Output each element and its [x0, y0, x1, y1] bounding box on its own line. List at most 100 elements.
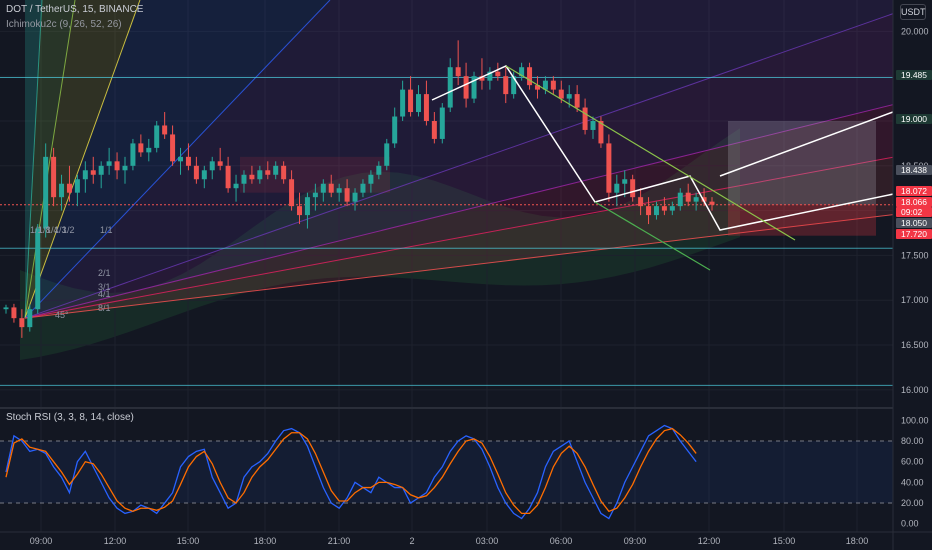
indicator-legend[interactable]: Ichimoku2c (9, 26, 52, 26): [6, 19, 122, 30]
candle-body: [209, 161, 215, 171]
candle-body: [312, 192, 318, 198]
candle-body: [122, 165, 128, 171]
candle-body: [154, 125, 160, 148]
channel-lower: [594, 201, 711, 271]
candle-body: [114, 161, 120, 171]
candle-body: [225, 165, 231, 189]
time-tick-label: 2: [409, 536, 414, 546]
gann-fan-drawing[interactable]: [24, 0, 932, 319]
candle-body: [653, 206, 659, 216]
candle-body: [106, 161, 112, 166]
time-tick-label: 12:00: [698, 536, 721, 546]
horizontal-lines[interactable]: [0, 77, 893, 386]
candle-body: [542, 80, 548, 90]
candle-body: [90, 170, 96, 175]
pattern-drawing[interactable]: [431, 65, 932, 271]
price-tick-label: 17.000: [901, 295, 929, 305]
gann-fan-line: [24, 94, 932, 319]
candle-body: [193, 165, 199, 180]
price-tick-label: 16.500: [901, 340, 929, 350]
price-label-bg: [896, 186, 932, 196]
candle-body: [304, 197, 310, 216]
time-tick-label: 03:00: [476, 536, 499, 546]
candle-body: [130, 143, 136, 166]
candle-body: [138, 143, 144, 153]
candle-body: [98, 165, 104, 175]
rsi-tick-label: 100.00: [901, 415, 929, 425]
candle-body: [11, 307, 17, 319]
position-boxes[interactable]: [240, 120, 876, 236]
time-tick-label: 18:00: [254, 536, 277, 546]
candle-body: [162, 125, 168, 135]
candle-body: [431, 120, 437, 139]
candle-body: [66, 183, 72, 193]
candle-body: [273, 165, 279, 175]
gann-fan-sector: [25, 0, 932, 319]
currency-badge[interactable]: USDT: [900, 4, 926, 20]
price-tick-label: 16.000: [901, 385, 929, 395]
price-label-text: 18.050: [901, 218, 927, 228]
candle-body: [566, 94, 572, 99]
rsi-band: [0, 441, 893, 504]
candle-body: [328, 183, 334, 193]
price-tick-label: 20.000: [901, 26, 929, 36]
gann-fan-line: [24, 0, 76, 319]
grid: [0, 0, 932, 532]
candle-body: [19, 318, 25, 328]
candle-body: [241, 174, 247, 184]
gann-label: 1/1: [100, 225, 113, 235]
gann-fan-line: [24, 0, 331, 319]
candle-body: [439, 107, 445, 139]
price-label-text: 18.066: [901, 197, 927, 207]
price-label-bg: [896, 229, 932, 239]
gann-fan-line: [24, 0, 932, 319]
candle-body: [185, 156, 191, 166]
price-label-text: 09:02: [901, 207, 923, 217]
price-label-bg: [896, 218, 932, 228]
candle-body: [3, 307, 9, 310]
price-axis-panel: [893, 0, 932, 550]
zigzag-pattern: [431, 65, 932, 231]
rsi-tick-label: 80.00: [901, 436, 924, 446]
gann-fan-line: [24, 0, 43, 319]
candle-body: [455, 67, 461, 77]
candle-body: [630, 179, 636, 198]
candle-body: [701, 197, 707, 202]
candle-body: [281, 165, 287, 180]
candle-body: [233, 183, 239, 189]
candle-body: [463, 76, 469, 99]
gann-label: 1/3: [54, 225, 67, 235]
gann-label: 4/1: [98, 289, 111, 299]
gann-label: 1/4: [46, 225, 59, 235]
candle-body: [344, 188, 350, 202]
candle-body: [35, 228, 41, 310]
chart-title[interactable]: DOT / TetherUS, 15, BINANCE: [6, 4, 144, 15]
stoch-rsi-legend[interactable]: Stoch RSI (3, 3, 8, 14, close): [6, 412, 134, 423]
candle-body: [471, 76, 477, 99]
candle-body: [265, 170, 271, 175]
stoch-d-line: [5, 427, 697, 515]
candle-body: [82, 170, 88, 180]
gann-label: 8/1: [98, 303, 111, 313]
ichimoku-cloud: [20, 128, 740, 360]
candle-body: [709, 201, 715, 205]
stoch-rsi-pane[interactable]: [0, 424, 893, 520]
time-tick-label: 15:00: [177, 536, 200, 546]
candle-body: [217, 161, 223, 166]
gann-fan-line: [24, 209, 932, 319]
gann-fan-sector: [25, 95, 932, 319]
candle-body: [638, 197, 644, 207]
time-tick-label: 09:00: [624, 536, 647, 546]
candle-series[interactable]: [3, 40, 715, 338]
candle-body: [669, 206, 675, 211]
candle-body: [479, 76, 485, 81]
price-tick-label: 17.500: [901, 250, 929, 260]
candle-body: [336, 188, 342, 193]
price-label-bg: [896, 197, 932, 207]
candle-body: [590, 120, 596, 130]
time-tick-label: 15:00: [773, 536, 796, 546]
gann-label: 1/8: [38, 225, 51, 235]
